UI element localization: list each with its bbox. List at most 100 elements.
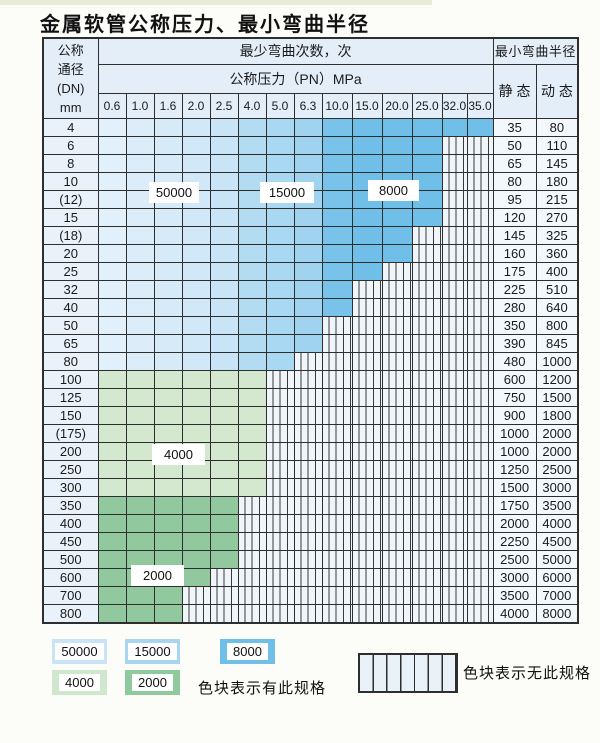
pn-column-header: 20.0 <box>381 93 413 119</box>
spec-available-cell <box>181 154 211 173</box>
spec-unavailable-cell <box>466 514 494 533</box>
spec-available-cell <box>125 496 155 515</box>
spec-available-cell <box>265 298 295 317</box>
spec-available-cell <box>237 406 267 425</box>
spec-unavailable-cell <box>466 316 494 335</box>
spec-available-cell <box>97 136 127 155</box>
spec-unavailable-cell <box>466 172 494 191</box>
spec-unavailable-cell <box>293 442 323 461</box>
spec-available-cell <box>153 118 183 137</box>
spec-available-cell <box>125 442 155 461</box>
dn-value-cell: 6 <box>42 136 99 155</box>
spec-available-cell <box>209 154 239 173</box>
spec-unavailable-cell <box>237 568 267 587</box>
legend-swatch-label: 15000 <box>128 643 177 660</box>
spec-available-cell <box>153 316 183 335</box>
spec-unavailable-cell <box>381 514 413 533</box>
spec-unavailable-cell <box>466 190 494 209</box>
spec-available-cell <box>237 478 267 497</box>
spec-unavailable-cell <box>293 352 323 371</box>
pn-column-header: 2.5 <box>209 93 239 119</box>
spec-unavailable-cell <box>466 586 494 605</box>
table-row: 700 3500 7000 <box>42 586 579 605</box>
spec-available-cell <box>97 190 127 209</box>
spec-unavailable-cell <box>411 532 443 551</box>
dn-header-line: (DN) <box>57 80 85 96</box>
static-radius-cell: 1000 <box>492 442 537 461</box>
spec-unavailable-cell <box>351 370 383 389</box>
spec-available-cell <box>209 406 239 425</box>
spec-available-cell <box>209 478 239 497</box>
spec-unavailable-cell <box>466 460 494 479</box>
spec-table-wrapper: 公称 通径 (DN) mm 最少弯曲次数，次 最小弯曲半径 公称压力（PN）MP… <box>42 37 580 624</box>
pn-column-header: 6.3 <box>293 93 323 119</box>
spec-available-cell <box>293 244 323 263</box>
spec-available-cell <box>153 280 183 299</box>
spec-available-cell <box>125 316 155 335</box>
spec-available-cell <box>181 370 211 389</box>
spec-available-cell <box>153 370 183 389</box>
spec-unavailable-cell <box>351 586 383 605</box>
spec-unavailable-cell <box>181 604 211 624</box>
spec-unavailable-cell <box>265 370 295 389</box>
dn-value-cell: 25 <box>42 262 99 281</box>
spec-available-cell <box>125 334 155 353</box>
static-radius-cell: 2000 <box>492 514 537 533</box>
spec-available-cell <box>441 118 468 137</box>
spec-unavailable-cell <box>381 424 413 443</box>
dynamic-radius-cell: 145 <box>535 154 579 173</box>
spec-available-cell <box>209 316 239 335</box>
spec-available-cell <box>321 136 353 155</box>
table-row: 450 2250 4500 <box>42 532 579 551</box>
spec-unavailable-cell <box>321 370 353 389</box>
spec-unavailable-cell <box>466 244 494 263</box>
static-radius-cell: 480 <box>492 352 537 371</box>
spec-available-cell <box>125 154 155 173</box>
spec-unavailable-cell <box>381 532 413 551</box>
spec-available-cell <box>351 118 383 137</box>
spec-available-cell <box>125 280 155 299</box>
spec-unavailable-cell <box>381 568 413 587</box>
spec-unavailable-cell <box>411 280 443 299</box>
bend-count-label-2000: 2000 <box>131 565 184 586</box>
table-row: (18) 145 325 <box>42 226 579 245</box>
spec-available-cell <box>351 136 383 155</box>
spec-available-cell <box>209 352 239 371</box>
spec-available-cell <box>321 190 353 209</box>
spec-unavailable-cell <box>265 478 295 497</box>
spec-available-cell <box>237 334 267 353</box>
static-radius-cell: 175 <box>492 262 537 281</box>
spec-available-cell <box>97 154 127 173</box>
spec-available-cell <box>97 262 127 281</box>
spec-unavailable-cell <box>265 532 295 551</box>
legend-swatch-15000: 15000 <box>125 639 180 664</box>
dynamic-radius-cell: 7000 <box>535 586 579 605</box>
spec-available-cell <box>153 532 183 551</box>
spec-available-cell <box>97 406 127 425</box>
spec-unavailable-cell <box>411 568 443 587</box>
table-row: (175) 1000 2000 <box>42 424 579 443</box>
table-row: 65 390 845 <box>42 334 579 353</box>
spec-unavailable-cell <box>237 586 267 605</box>
table-body: 公称 通径 (DN) mm 最少弯曲次数，次 最小弯曲半径 公称压力（PN）MP… <box>42 37 579 624</box>
dn-value-cell: 40 <box>42 298 99 317</box>
spec-available-cell <box>153 496 183 515</box>
dynamic-radius-cell: 8000 <box>535 604 579 624</box>
spec-unavailable-cell <box>466 370 494 389</box>
spec-available-cell <box>181 136 211 155</box>
spec-available-cell <box>209 514 239 533</box>
spec-unavailable-cell <box>381 298 413 317</box>
spec-available-cell <box>237 460 267 479</box>
spec-available-cell <box>209 262 239 281</box>
spec-available-cell <box>125 136 155 155</box>
spec-unavailable-cell <box>321 460 353 479</box>
spec-unavailable-cell <box>293 406 323 425</box>
spec-unavailable-cell <box>321 352 353 371</box>
spec-unavailable-cell <box>466 136 494 155</box>
table-row: 15 120 270 <box>42 208 579 227</box>
spec-available-cell <box>293 262 323 281</box>
spec-available-cell <box>293 136 323 155</box>
legend-no-spec-swatch <box>358 653 458 693</box>
static-radius-cell: 2250 <box>492 532 537 551</box>
dynamic-radius-cell: 325 <box>535 226 579 245</box>
